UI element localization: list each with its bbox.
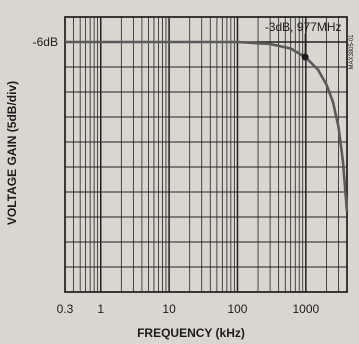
x-tick-label: 10 [162,302,176,316]
x-tick-label: 100 [227,302,247,316]
x-tick-labels: 0.3 1 10 100 1000 [57,302,320,316]
x-axis-label: FREQUENCY (kHz) [137,326,245,340]
annotation-marker [301,53,309,61]
series-group [65,40,349,213]
x-tick-label: 1000 [292,302,319,316]
x-tick-label: 0.3 [57,302,74,316]
y-axis-label: VOLTAGE GAIN (5dB/div) [5,81,19,225]
annotation-3db: -3dB, 977MHz [265,20,342,34]
y-tick-labels: -6dB [33,35,58,49]
plot-area [64,16,348,293]
figure-code: MAX3805-01 [349,34,355,70]
x-tick-label: 1 [97,302,104,316]
y-tick-label: -6dB [33,35,58,49]
